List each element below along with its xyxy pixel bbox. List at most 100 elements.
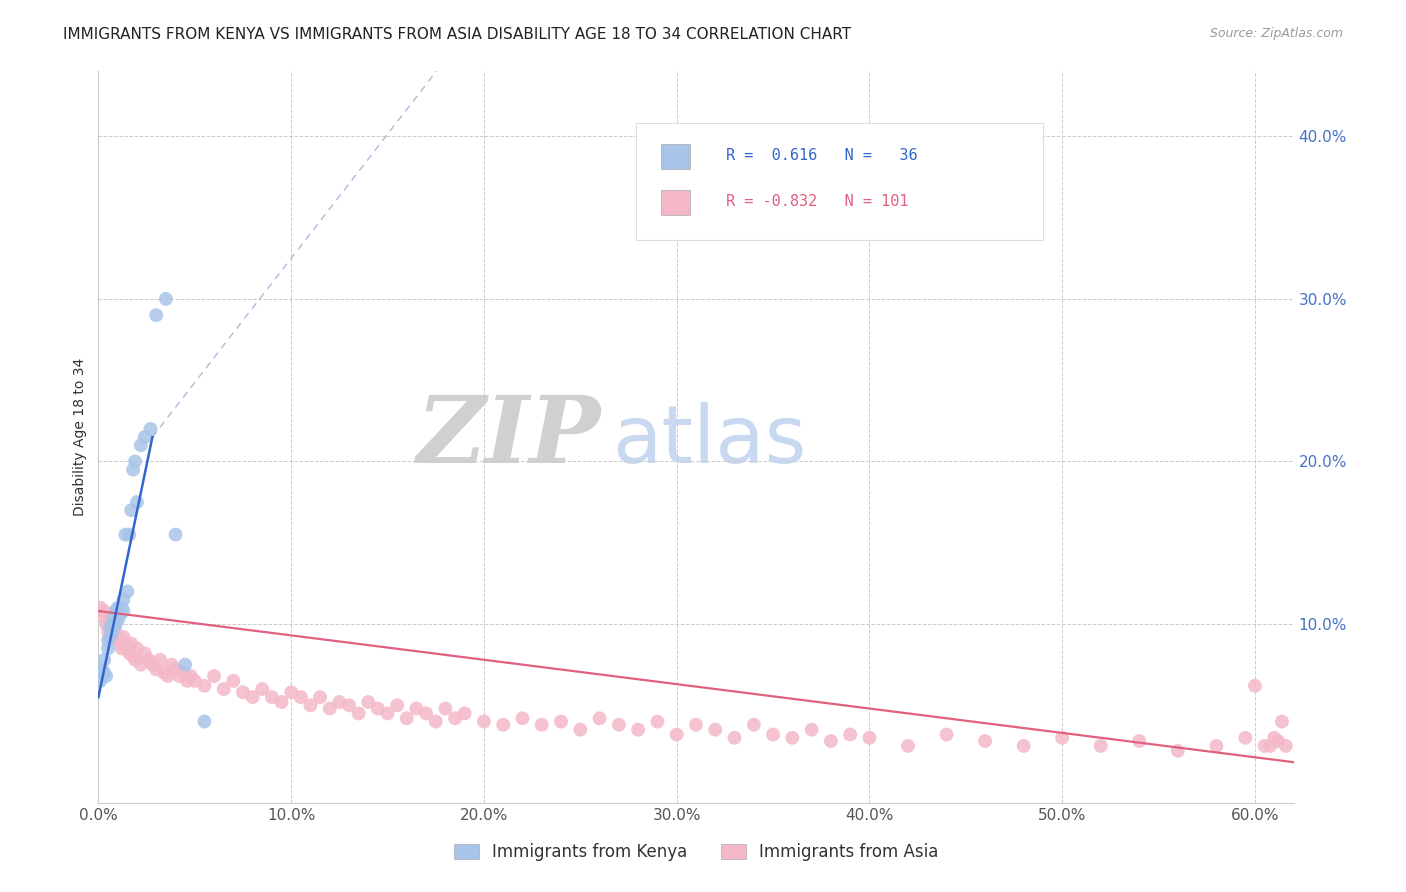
Point: [193, 714, 215, 729]
Point: [974, 734, 997, 748]
Point: [117, 641, 139, 656]
Point: [155, 292, 177, 306]
Point: [202, 669, 225, 683]
Point: [169, 669, 191, 683]
Point: [101, 620, 124, 634]
Y-axis label: Disability Age 18 to 34: Disability Age 18 to 34: [73, 358, 87, 516]
Point: [134, 646, 156, 660]
Point: [472, 714, 495, 729]
Point: [93, 604, 115, 618]
Text: ZIP: ZIP: [416, 392, 600, 482]
Point: [935, 727, 957, 741]
Point: [193, 679, 215, 693]
Point: [89, 673, 111, 688]
Point: [337, 698, 360, 713]
Point: [104, 617, 127, 632]
Point: [103, 608, 125, 623]
Point: [1244, 679, 1267, 693]
Point: [839, 727, 862, 741]
Point: [1260, 739, 1282, 753]
Text: Source: ZipAtlas.com: Source: ZipAtlas.com: [1209, 27, 1343, 40]
Point: [129, 657, 152, 672]
Point: [453, 706, 475, 721]
Point: [101, 617, 124, 632]
Point: [820, 734, 842, 748]
Point: [647, 714, 669, 729]
Point: [118, 527, 141, 541]
Point: [107, 633, 129, 648]
Point: [91, 608, 114, 623]
Point: [415, 706, 437, 721]
Point: [89, 600, 111, 615]
Point: [1090, 739, 1112, 753]
Point: [165, 663, 187, 677]
Point: [290, 690, 312, 705]
Point: [357, 695, 380, 709]
Text: IMMIGRANTS FROM KENYA VS IMMIGRANTS FROM ASIA DISABILITY AGE 18 TO 34 CORRELATIO: IMMIGRANTS FROM KENYA VS IMMIGRANTS FROM…: [63, 27, 852, 42]
Point: [588, 711, 610, 725]
Point: [112, 630, 135, 644]
Point: [120, 503, 142, 517]
Point: [319, 701, 342, 715]
Point: [328, 695, 350, 709]
Point: [174, 657, 197, 672]
Point: [149, 653, 172, 667]
Point: [1253, 739, 1275, 753]
Point: [93, 665, 115, 680]
Point: [242, 690, 264, 705]
Point: [800, 723, 823, 737]
Point: [134, 430, 156, 444]
Point: [117, 584, 139, 599]
Point: [101, 625, 124, 640]
Point: [94, 669, 117, 683]
Point: [91, 663, 114, 677]
Point: [172, 665, 194, 680]
Point: [176, 673, 198, 688]
Point: [1012, 739, 1035, 753]
Point: [104, 604, 127, 618]
Point: [107, 614, 129, 628]
Point: [665, 727, 688, 741]
Point: [385, 698, 409, 713]
Point: [550, 714, 572, 729]
Point: [1128, 734, 1150, 748]
Point: [97, 625, 120, 640]
Point: [395, 711, 418, 725]
Point: [530, 718, 553, 732]
Point: [1267, 734, 1289, 748]
Point: [299, 698, 322, 713]
Point: [252, 681, 274, 696]
Text: R = -0.832   N = 101: R = -0.832 N = 101: [725, 194, 908, 209]
FancyBboxPatch shape: [661, 144, 690, 169]
Point: [1275, 739, 1298, 753]
Point: [141, 657, 163, 672]
FancyBboxPatch shape: [661, 190, 690, 215]
Point: [180, 669, 202, 683]
Point: [309, 690, 332, 705]
Point: [108, 636, 131, 650]
Point: [280, 685, 302, 699]
Point: [782, 731, 804, 745]
Point: [1205, 739, 1227, 753]
Point: [125, 641, 148, 656]
Point: [122, 649, 145, 664]
Point: [434, 701, 457, 715]
Point: [1234, 731, 1257, 745]
Point: [367, 701, 389, 715]
Point: [93, 653, 115, 667]
Point: [762, 727, 785, 741]
Point: [377, 706, 399, 721]
Point: [112, 604, 135, 618]
Point: [512, 711, 534, 725]
Point: [118, 646, 141, 660]
Point: [156, 669, 179, 683]
Point: [145, 663, 167, 677]
Point: [98, 630, 121, 644]
Point: [125, 495, 148, 509]
Point: [607, 718, 630, 732]
Point: [260, 690, 283, 705]
Point: [897, 739, 920, 753]
Point: [114, 636, 136, 650]
Text: R =  0.616   N =   36: R = 0.616 N = 36: [725, 148, 918, 163]
Point: [347, 706, 370, 721]
